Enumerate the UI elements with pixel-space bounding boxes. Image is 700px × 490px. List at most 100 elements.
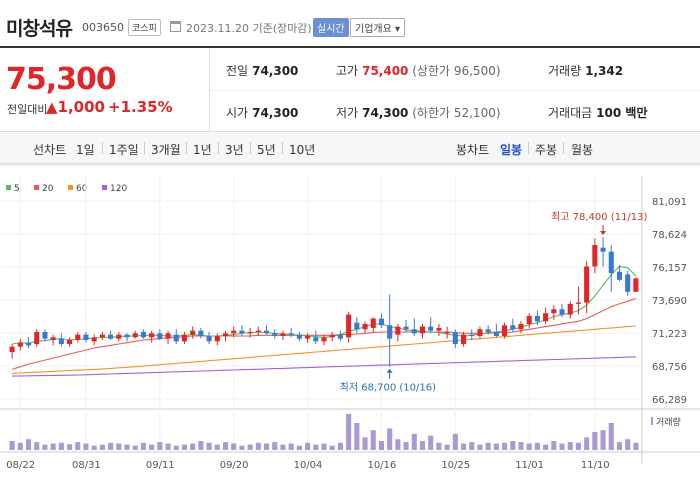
volume-bar	[58, 442, 64, 450]
candle-body	[469, 334, 475, 336]
candle-body	[354, 322, 360, 330]
candle-body	[362, 323, 368, 330]
y-tick-label: 71,223	[652, 329, 687, 340]
candle-body	[387, 325, 393, 339]
volume-bar	[419, 441, 426, 450]
legend-label-60: 60	[76, 184, 88, 194]
prev-close: 전일 74,300	[226, 64, 299, 78]
candle-body	[526, 315, 532, 324]
x-tick-label: 10/04	[294, 460, 323, 471]
candle-body	[616, 271, 623, 280]
candle-weekly[interactable]: 주봉	[535, 143, 558, 157]
volume-bar	[173, 445, 179, 450]
volume-bar	[575, 442, 581, 450]
y-tick-label: 78,624	[652, 230, 687, 241]
change-label: 전일대비	[7, 103, 48, 116]
period-10y[interactable]: 10년	[289, 143, 316, 157]
period-3m[interactable]: 3개월	[151, 143, 181, 157]
volume-bar	[584, 437, 590, 450]
period-bar: 선차트 1일 1주일 3개월 1년 3년 5년 10년 봉차트 일봉 주봉 월봉	[0, 132, 700, 164]
candle-body	[206, 335, 212, 342]
x-tick-label: 08/22	[6, 460, 35, 471]
candle-body	[247, 331, 253, 334]
volume-bar	[337, 442, 343, 450]
legend-swatch-60	[68, 185, 73, 190]
volume-bar	[518, 442, 524, 450]
candlestick-chart[interactable]: 5 20 60 120 81,091 78,624 76,157 73,690 71,223 68…	[0, 164, 700, 490]
y-tick-label: 73,690	[652, 296, 687, 307]
candle-body	[165, 333, 171, 339]
candle-body	[296, 334, 302, 339]
period-1y[interactable]: 1년	[193, 143, 212, 157]
legend-swatch-5	[6, 185, 11, 190]
volume-bar	[116, 443, 122, 450]
asof-date: 2023.11.20 기준(장마감)	[186, 22, 312, 35]
candle-body	[149, 333, 155, 338]
y-tick-label: 66,289	[652, 395, 687, 406]
volume-bar	[428, 435, 434, 450]
candle-body	[584, 266, 590, 303]
legend-label-20: 20	[42, 184, 54, 194]
candle-body	[75, 334, 81, 340]
period-1w[interactable]: 1주일	[109, 143, 139, 157]
candle-body	[592, 245, 598, 267]
company-overview-dropdown[interactable]: 기업개요 ▾	[350, 18, 405, 37]
candle-daily[interactable]: 일봉	[500, 143, 523, 157]
stock-header: 미창석유 003650 코스피 2023.11.20 기준(장마감) 실시간 기…	[0, 0, 700, 46]
low-arrow-head	[386, 368, 393, 373]
candle-body	[288, 333, 294, 335]
candle-body	[157, 333, 163, 339]
candle-body	[428, 326, 434, 331]
volume-bar	[321, 443, 327, 450]
current-price: 75,300	[6, 62, 117, 97]
volume-bar	[264, 443, 270, 450]
x-tick-label: 10/25	[441, 460, 470, 471]
candle-body	[231, 330, 237, 334]
volume-bar	[198, 441, 204, 450]
candle-chart-label: 봉차트	[456, 143, 490, 157]
volume-bar	[510, 441, 516, 450]
volume-bar	[239, 445, 245, 450]
volume: 거래량 1,342	[548, 64, 624, 78]
low-annotation: 최저 68,700 (10/16)	[340, 382, 436, 394]
volume-bar	[222, 442, 229, 450]
volume-bar	[140, 442, 146, 450]
volume-bar	[280, 444, 286, 450]
stock-code: 003650	[82, 21, 124, 34]
candle-monthly[interactable]: 월봉	[571, 143, 594, 157]
candle-body	[83, 334, 89, 340]
candle-body	[510, 325, 516, 330]
y-tick-label: 76,157	[652, 263, 687, 274]
volume-bar	[534, 442, 540, 450]
candle-body	[567, 303, 573, 315]
candle-body	[502, 325, 508, 336]
candle-body	[140, 331, 146, 338]
volume-bar	[485, 442, 491, 450]
realtime-button[interactable]: 실시간	[313, 18, 349, 37]
x-tick-label: 11/01	[515, 460, 544, 471]
volume-legend-label: 거래량	[656, 416, 681, 428]
volume-bar	[362, 437, 368, 450]
candle-body	[25, 342, 32, 346]
candle-body	[239, 330, 245, 334]
candle-body	[534, 315, 540, 322]
period-1d[interactable]: 1일	[76, 143, 95, 157]
candle-body	[305, 335, 311, 339]
volume-bar	[469, 442, 475, 450]
candle-body	[42, 331, 48, 339]
volume-bar	[411, 433, 417, 450]
x-tick-label: 09/11	[146, 460, 175, 471]
change-value: ▲1,000	[46, 98, 105, 116]
candle-body	[460, 334, 467, 345]
volume-bar	[600, 430, 606, 450]
volume-bar	[460, 443, 467, 450]
candle-body	[518, 323, 524, 330]
candle-body	[370, 318, 376, 328]
candle-body	[452, 331, 458, 345]
price-summary: 75,300 전일대비 ▲1,000 +1.35% 전일 74,300 고가 75,…	[0, 46, 700, 132]
ma120-line	[12, 356, 636, 377]
period-5y[interactable]: 5년	[257, 143, 276, 157]
volume-bar	[214, 444, 220, 450]
candle-body	[272, 333, 278, 336]
period-3y[interactable]: 3년	[225, 143, 244, 157]
